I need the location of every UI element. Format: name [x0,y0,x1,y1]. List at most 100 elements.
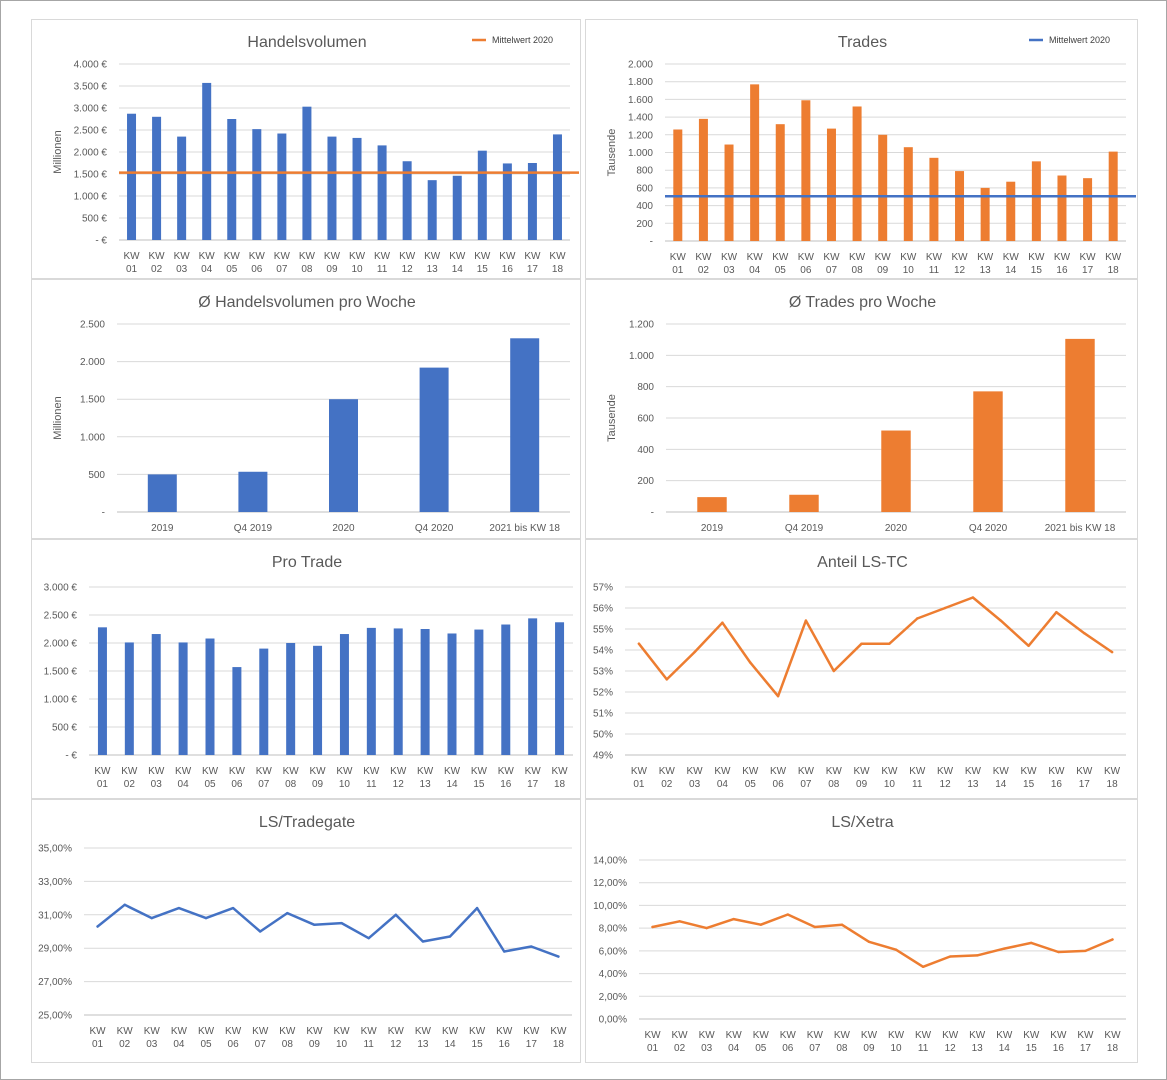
x-tick-label: 02 [151,264,163,275]
x-tick-label: 11 [929,265,940,276]
x-tick-label: KW [229,766,246,777]
bar [177,136,187,240]
x-tick-label: 08 [301,264,313,275]
y-tick-label: 56% [593,604,613,615]
x-tick-label: KW [1028,252,1045,263]
x-tick-label: KW [823,252,840,263]
x-tick-label: KW [224,251,241,262]
x-tick-label: 18 [1107,1043,1119,1054]
x-tick-label: 2021 bis KW 18 [1045,523,1116,534]
x-tick-label: KW [299,251,316,262]
x-tick-label: KW [202,766,219,777]
x-tick-label: KW [474,251,491,262]
bar [327,136,337,240]
bar [227,119,237,240]
y-tick-label: 52% [593,688,613,699]
x-tick-label: KW [349,251,366,262]
x-tick-label: KW [499,251,516,262]
panel-handelsvolumen: Handelsvolumen - € 500 € 1.000 € 1.500 € 2.00… [31,19,581,279]
bar [1057,175,1067,241]
bar [775,124,785,241]
x-tick-label: 2019 [151,523,174,534]
legend-label: Mittelwert 2020 [492,35,553,45]
y-tick-label: 200 [637,476,654,487]
x-tick-label: 17 [1079,779,1091,790]
chart-trades: Trades - 200 400 600 800 1.000 1.200 1.400 1.600 1… [606,34,1136,276]
x-tick-label: KW [1050,1030,1067,1041]
x-tick-label: KW [1077,1030,1094,1041]
x-tick-label: 11 [377,264,388,275]
y-tick-label: 200 [636,219,653,230]
x-tick-label: KW [1105,252,1122,263]
x-tick-label: KW [909,766,926,777]
x-tick-label: KW [875,252,892,263]
x-tick-label: 06 [800,265,812,276]
x-tick-label: 13 [972,1043,984,1054]
x-tick-label: 05 [775,265,787,276]
x-tick-label: 09 [309,1039,321,1050]
x-tick-label: 07 [826,265,838,276]
data-point [786,913,790,916]
x-tick-label: 09 [877,265,889,276]
data-point [860,642,863,645]
x-tick-label: 03 [689,779,701,790]
x-tick-label: KW [496,1026,513,1037]
x-tick-label: KW [199,251,216,262]
x-tick-label: 01 [672,265,684,276]
chart-ls-xetra: LS/Xetra 0,00% 2,00% 4,00% 6,00% 8,00% 10,00% 1… [593,814,1126,1054]
chart-title: Anteil LS-TC [817,554,908,571]
data-point [721,621,724,624]
x-tick-label: 08 [852,265,864,276]
x-tick-label: 10 [336,1039,348,1050]
bar [477,150,487,240]
x-tick-label: KW [523,1026,540,1037]
x-tick-label: KW [256,766,273,777]
y-tick-label: 500 € [52,723,77,734]
data-point [367,936,370,940]
x-tick-label: 14 [999,1043,1011,1054]
y-tick-label: 29,00% [38,944,72,955]
data-point [394,913,397,916]
panel-ls-xetra: LS/Xetra 0,00% 2,00% 4,00% 6,00% 8,00% 10,00% 1… [585,799,1138,1063]
x-tick-label: 2019 [701,523,724,534]
data-point [999,619,1002,622]
panel-pro-trade: Pro Trade - € 500 € 1.000 € 1.500 € 2.000 € 2.… [31,539,581,799]
chart-title: Ø Handelsvolumen pro Woche [198,294,416,311]
bar [527,163,537,240]
y-tick-label: 27,00% [38,977,72,988]
x-tick-label: 13 [420,779,432,790]
y-tick-label: 55% [593,625,613,636]
data-point [921,965,925,968]
data-point [231,906,235,910]
bar [980,187,990,241]
y-tick-label: 6,00% [599,946,627,957]
data-point [867,940,871,943]
bar [419,367,449,512]
y-tick-label: 54% [593,646,613,657]
x-tick-label: 16 [1056,265,1068,276]
x-tick-label: KW [469,1026,486,1037]
data-point [705,926,708,930]
bar [205,638,215,755]
x-tick-label: 05 [755,1043,767,1054]
y-tick-label: - € [95,236,107,247]
data-point [1055,611,1058,614]
panel-avg-handelsvolumen: Ø Handelsvolumen pro Woche - 500 1.000 1.500… [31,279,581,539]
chart-pro-trade: Pro Trade - € 500 € 1.000 € 1.500 € 2.000 € 2.… [44,554,573,790]
x-tick-label: 17 [527,779,539,790]
bar [124,642,134,755]
x-tick-label: KW [442,1026,459,1037]
x-tick-label: 11 [366,779,377,790]
x-tick-label: KW [631,766,648,777]
x-tick-label: 01 [647,1043,659,1054]
bar [973,391,1003,512]
x-tick-label: 17 [527,264,539,275]
x-tick-label: KW [149,251,166,262]
y-tick-label: 2,00% [599,992,627,1003]
x-tick-label: KW [942,1030,959,1041]
x-tick-label: 07 [800,779,812,790]
x-tick-label: 13 [980,265,992,276]
data-point [813,925,817,929]
y-tick-label: 500 € [82,214,107,225]
data-point [975,954,979,957]
